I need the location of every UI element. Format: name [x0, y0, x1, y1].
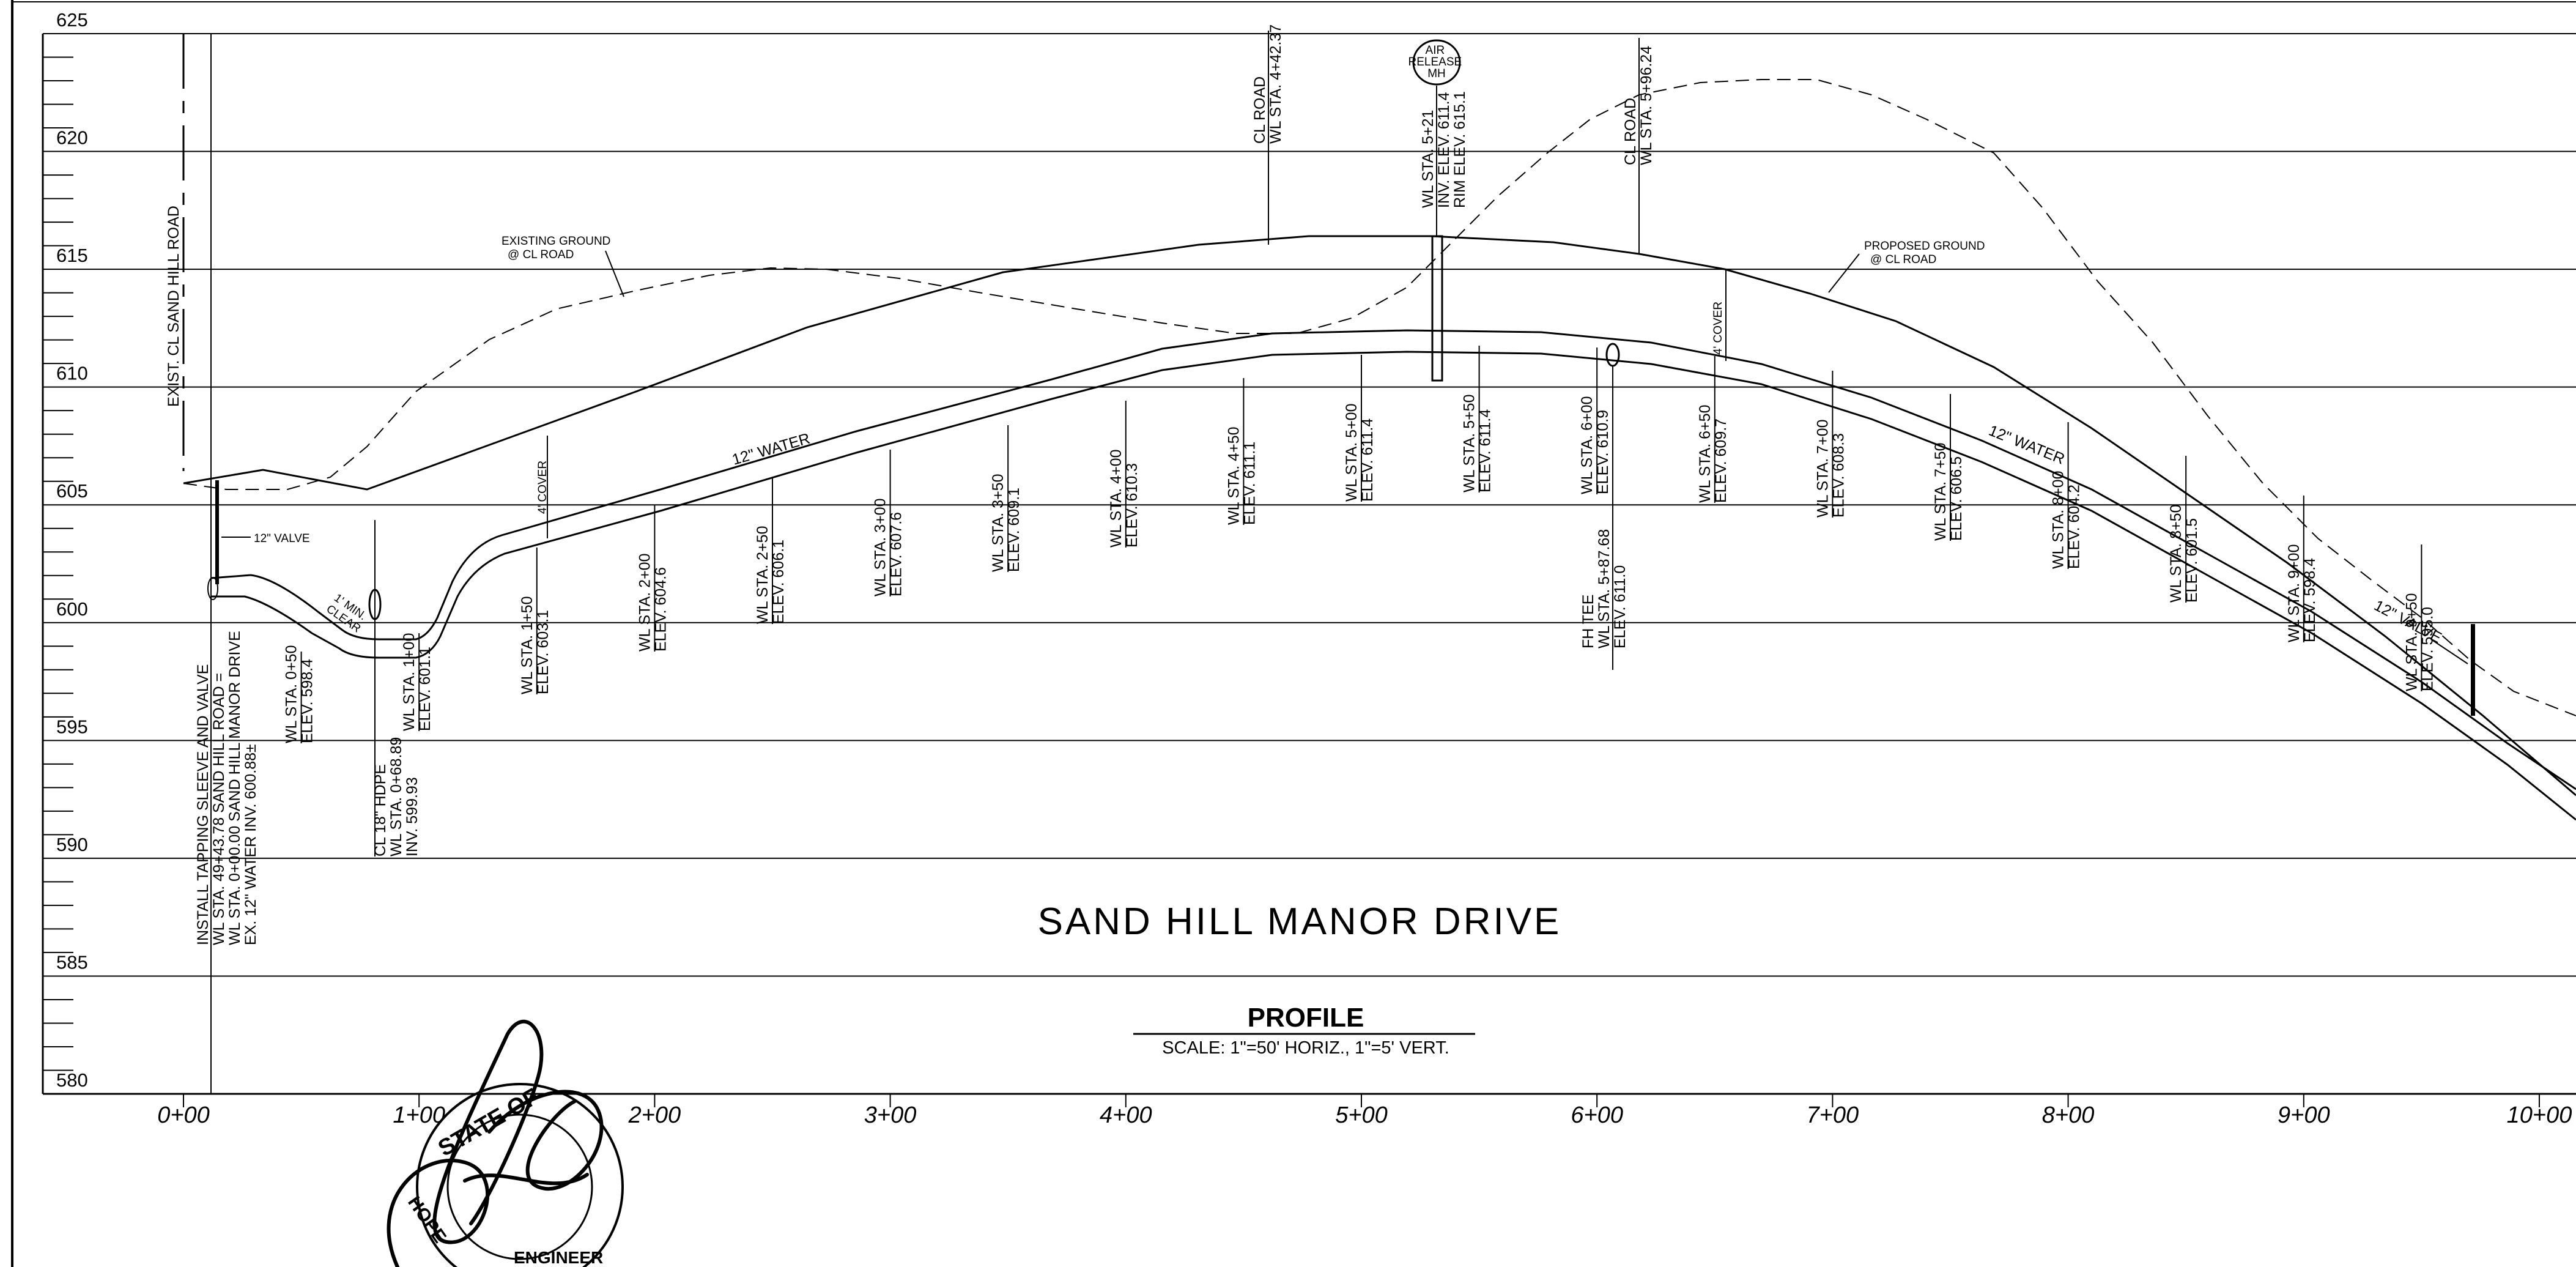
hdpe-pipe-symbol	[368, 589, 382, 620]
elevation-label: 595	[56, 716, 88, 737]
valve-left-label: 12" VALVE	[254, 532, 310, 545]
cover-label-right: 4' COVER	[1712, 302, 1725, 355]
elevation-label: 625	[56, 9, 88, 31]
station-axis-labels: 0+00 1+00 2+00 3+00 4+00 5+00 6+00 7+00 8+00 9+00…	[157, 1102, 2572, 1128]
station-callout: WL STA. 0+50ELEV. 598.4	[283, 645, 316, 744]
signature	[387, 1019, 604, 1267]
air-release-mh-symbol	[1412, 39, 1461, 86]
station-callout: WL STA. 8+00ELEV. 604.2	[2050, 471, 2083, 570]
station-callout: WL STA. 3+00ELEV. 607.6	[872, 499, 905, 597]
station-callout: WL STA. 5+00ELEV. 611.4	[1343, 404, 1376, 502]
air-release-riser	[1431, 235, 1443, 382]
station-callout: WL STA. 1+50ELEV. 603.1	[519, 596, 552, 695]
fh-tee-label: FH TEE WL STA. 5+87.68 ELEV. 611.0	[1580, 525, 1629, 648]
station-callout: WL STA. 4+00ELEV. 610.3	[1108, 450, 1141, 548]
station-callout: WL STA. 6+00ELEV. 610.9	[1579, 396, 1612, 495]
elevation-label: 605	[56, 480, 88, 502]
hdpe-label: CL 18" HDPE WL STA. 0+68.89 INV. 599.93	[372, 733, 421, 856]
station-callout: WL STA. 9+50ELEV. 595.0	[2403, 593, 2436, 692]
air-release-mh-label: AIR RELEASE MH	[1408, 44, 1465, 80]
elevation-label: 585	[56, 951, 88, 973]
elevation-label: 590	[56, 834, 88, 855]
station-callout: WL STA. 7+50ELEV. 606.5	[1932, 443, 1965, 541]
station-callout: WL STA. 2+50ELEV. 606.1	[754, 526, 787, 625]
elevation-label: 610	[56, 363, 88, 384]
existing-ground-label: EXISTING GROUND @ CL ROAD	[502, 235, 614, 261]
water-main-top	[210, 329, 2576, 790]
valve-left-symbol	[215, 480, 219, 584]
elevation-label: 620	[56, 127, 88, 149]
svg-text:HOPE: HOPE	[404, 1192, 450, 1247]
station-callout: WL STA. 2+00ELEV. 604.6	[636, 554, 669, 652]
station-callout: WL STA. 6+50ELEV. 609.7	[1697, 405, 1730, 503]
tapping-sleeve-label: INSTALL TAPPING SLEEVE AND VALVE WL STA.…	[194, 626, 259, 945]
elevation-label: 615	[56, 245, 88, 266]
exist-cl-label: EXIST. CL SAND HILL ROAD	[165, 206, 182, 407]
engineer-seal: STATE OF HOPE ENGINEER	[387, 1019, 624, 1267]
station-callout: WL STA. 9+00ELEV. 598.4	[2285, 544, 2319, 643]
tap-ellipse	[207, 577, 218, 600]
existing-ground-line	[183, 79, 2576, 716]
station-callout: WL STA. 5+50ELEV. 611.4	[1461, 395, 1494, 493]
elevation-label: 600	[56, 598, 88, 620]
station-callout: WL STA. 8+50ELEV. 601.5	[2167, 505, 2200, 603]
svg-text:STATE OF: STATE OF	[434, 1083, 544, 1161]
water-main-bottom	[211, 351, 2576, 821]
valve-right-symbol	[2471, 624, 2475, 716]
proposed-ground-leader	[1828, 253, 1860, 293]
station-ticks	[183, 1094, 2540, 1107]
station-callout: WL STA. 7+00ELEV. 608.3	[1814, 420, 1847, 518]
station-callout: WL STA. 3+50ELEV. 609.1	[990, 474, 1023, 573]
existing-ground-leader	[605, 250, 624, 297]
cl-road-label-2: CL ROAD WL STA. 5+96.24	[1622, 46, 1655, 165]
cl-road-label-1: CL ROAD WL STA. 4+42.37	[1251, 24, 1284, 144]
drawing-title: SAND HILL MANOR DRIVE	[1038, 901, 1562, 943]
fh-tee-symbol	[1605, 343, 1620, 367]
station-callout: WL STA. 4+50ELEV. 611.1	[1225, 427, 1258, 526]
cover-label-left: 4' COVER	[536, 461, 549, 514]
min-clear-label: 1' MIN. CLEAR	[324, 592, 372, 636]
water-label-left: 12" WATER	[730, 430, 812, 469]
valve-right-leader	[2430, 639, 2468, 664]
station-callouts: WL STA. 0+50ELEV. 598.4 WL STA. 1+00ELEV.…	[283, 346, 2436, 744]
air-release-data: WL STA. 5+21 INV. ELEV. 611.4 RIM ELEV. …	[1419, 88, 1468, 208]
proposed-ground-line	[183, 235, 2576, 797]
station-callout: WL STA. 1+00ELEV. 601.1	[401, 633, 434, 732]
elevation-axis-labels: 625 620 615 610 605 600 595 590 585 580	[56, 9, 88, 1091]
profile-heading: PROFILE	[1248, 1003, 1364, 1033]
elevation-label: 580	[56, 1069, 88, 1091]
proposed-ground-label: PROPOSED GROUND @ CL ROAD	[1864, 240, 1988, 266]
scale-note: SCALE: 1"=50' HORIZ., 1"=5' VERT.	[1162, 1038, 1449, 1058]
svg-text:ENGINEER: ENGINEER	[514, 1248, 603, 1267]
